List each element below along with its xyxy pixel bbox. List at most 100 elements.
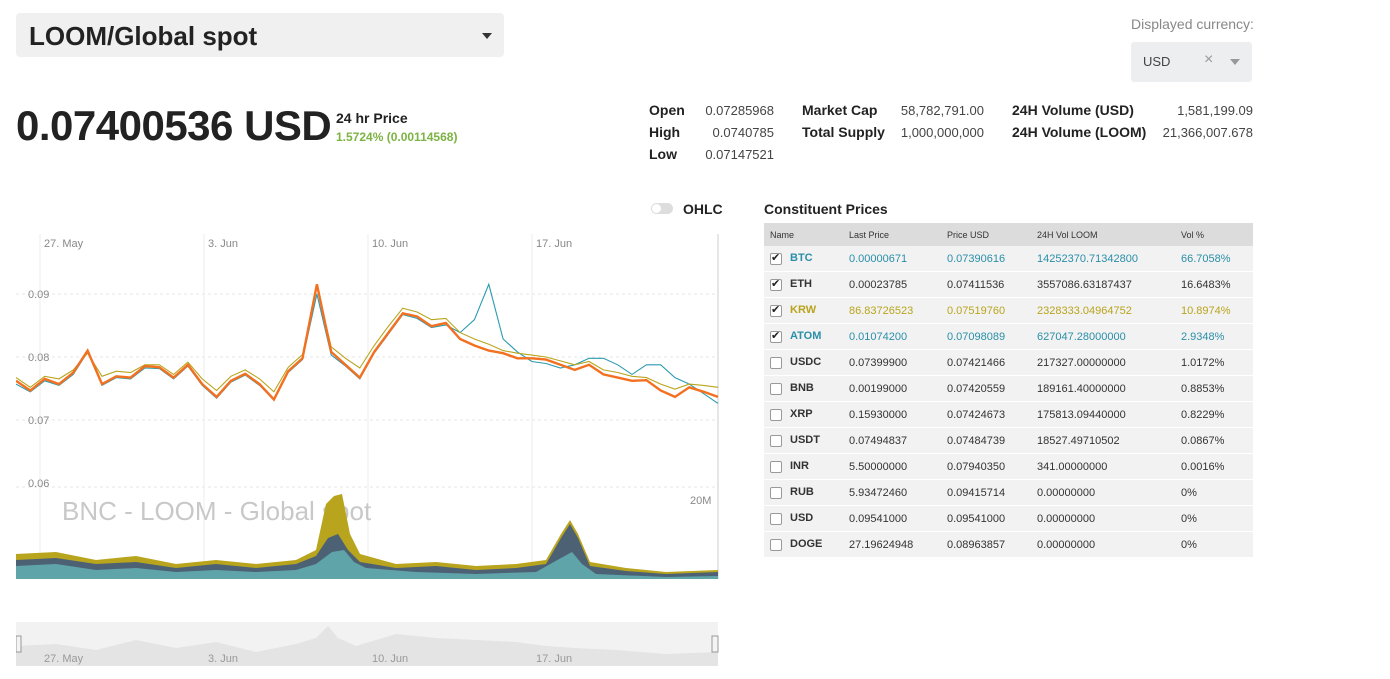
high-value: 0.0740785 [712,125,774,140]
cell-name: ETH [764,271,843,298]
cell-name: USDT [764,427,843,454]
navigator[interactable]: 27. May 3. Jun 10. Jun 17. Jun [16,622,719,666]
constituent-checkbox[interactable] [770,356,782,369]
cell-vol-pct: 0.8853% [1175,375,1253,402]
constituent-title: Constituent Prices [764,201,888,217]
price-change: 1.5724% (0.00114568) [336,130,458,144]
currency-value: USD [1143,54,1171,69]
cell-volume: 175813.09440000 [1031,401,1175,428]
cell-volume: 341.00000000 [1031,453,1175,480]
chevron-down-icon[interactable] [1230,59,1240,65]
ohlc-toggle[interactable] [651,203,673,214]
cell-price-usd: 0.08963857 [941,531,1031,558]
navigator-area [16,626,718,666]
price-series-line [16,284,719,402]
cell-vol-pct: 16.6483% [1175,271,1253,298]
chart-plot-area [16,234,718,579]
cell-name: BTC [764,246,843,272]
constituent-row: USDC 0.07399900 0.07421466 217327.00000000 1… [764,349,1253,376]
constituent-checkbox[interactable] [770,486,782,499]
x-tick-label: 3. Jun [208,238,238,250]
cell-price-usd: 0.07098089 [941,323,1031,350]
constituent-symbol: USD [790,512,814,525]
constituent-checkbox[interactable] [770,277,782,291]
col-header-volume[interactable]: 24H Vol LOOM [1031,223,1175,246]
cell-vol-pct: 0.0867% [1175,427,1253,454]
volume-usd-value: 1,581,199.09 [1177,103,1253,118]
clear-icon[interactable]: × [1204,51,1214,68]
y-tick-label: 0.09 [28,289,49,301]
constituent-checkbox[interactable] [770,251,782,265]
constituent-row: USD 0.09541000 0.09541000 0.00000000 0% [764,505,1253,532]
cell-name: BNB [764,375,843,402]
constituent-symbol: KRW [790,304,817,317]
cell-last-price: 0.07494837 [843,427,941,454]
constituent-checkbox[interactable] [770,382,782,395]
constituent-checkbox[interactable] [770,434,782,447]
price-chart[interactable]: 27. May 3. Jun 10. Jun 17. Jun 0.09 0.08… [16,234,720,670]
cell-volume: 627047.28000000 [1031,323,1175,350]
cell-last-price: 5.50000000 [843,453,941,480]
cell-last-price: 86.83726523 [843,297,941,324]
constituent-checkbox[interactable] [770,408,782,421]
volume-loom-label: 24H Volume (LOOM) [1012,124,1147,140]
constituent-symbol: ETH [790,278,812,291]
cell-volume: 3557086.63187437 [1031,271,1175,298]
constituent-row: DOGE 27.19624948 0.08963857 0.00000000 0% [764,531,1253,558]
open-label: Open [649,102,685,118]
cell-price-usd: 0.07424673 [941,401,1031,428]
cell-price-usd: 0.07390616 [941,246,1031,272]
cell-vol-pct: 10.8974% [1175,297,1253,324]
cell-volume: 217327.00000000 [1031,349,1175,376]
navigator-handle-left[interactable] [16,635,22,653]
x-tick-label: 27. May [44,238,84,250]
currency-select[interactable]: USD × [1131,42,1252,82]
col-header-last-price[interactable]: Last Price [843,223,941,246]
constituent-symbol: USDT [790,434,820,447]
cell-name: USDC [764,349,843,376]
cell-name: USD [764,505,843,532]
navigator-x-label: 27. May [44,653,84,665]
cell-volume: 2328333.04964752 [1031,297,1175,324]
y-tick-label: 0.06 [28,478,49,490]
cell-vol-pct: 0% [1175,505,1253,532]
navigator-handle-right[interactable] [711,635,719,653]
cell-volume: 18527.49710502 [1031,427,1175,454]
price-series-line [16,286,719,393]
cell-price-usd: 0.07411536 [941,271,1031,298]
constituent-checkbox[interactable] [770,460,782,473]
navigator-x-label: 17. Jun [536,653,572,665]
low-value: 0.07147521 [705,147,774,162]
x-tick-label: 17. Jun [536,238,572,250]
total-supply-value: 1,000,000,000 [900,125,984,140]
cell-last-price: 0.00199000 [843,375,941,402]
constituent-row: XRP 0.15930000 0.07424673 175813.09440000 0.… [764,401,1253,428]
constituent-row: BTC 0.000006710.0739061614252370.71342800… [764,246,1253,272]
currency-label: Displayed currency: [1131,16,1254,32]
price-label: 24 hr Price [336,110,408,126]
ohlc-label: OHLC [683,201,723,217]
constituent-checkbox[interactable] [770,303,782,317]
constituent-checkbox[interactable] [770,538,782,551]
chevron-down-icon[interactable] [482,33,492,39]
cell-last-price: 0.07399900 [843,349,941,376]
high-label: High [649,124,681,140]
price-lines [16,282,719,404]
constituent-row: RUB 5.93472460 0.09415714 0.00000000 0% [764,479,1253,506]
toggle-knob [652,204,661,213]
constituent-row: ETH 0.000237850.074115363557086.631874371… [764,271,1253,298]
cell-last-price: 27.19624948 [843,531,941,558]
constituent-checkbox[interactable] [770,512,782,525]
cell-volume: 0.00000000 [1031,505,1175,532]
col-header-name[interactable]: Name [764,223,843,246]
cell-name: KRW [764,297,843,324]
navigator-x-label: 3. Jun [208,653,238,665]
constituent-checkbox[interactable] [770,329,782,343]
volume-usd-label: 24H Volume (USD) [1012,102,1134,118]
col-header-price-usd[interactable]: Price USD [941,223,1031,246]
col-header-vol-pct[interactable]: Vol % [1175,223,1253,246]
cell-price-usd: 0.09541000 [941,505,1031,532]
pair-select[interactable]: LOOM/Global spot [16,13,504,57]
total-supply-label: Total Supply [802,124,885,140]
volume-eth-area [16,524,718,579]
